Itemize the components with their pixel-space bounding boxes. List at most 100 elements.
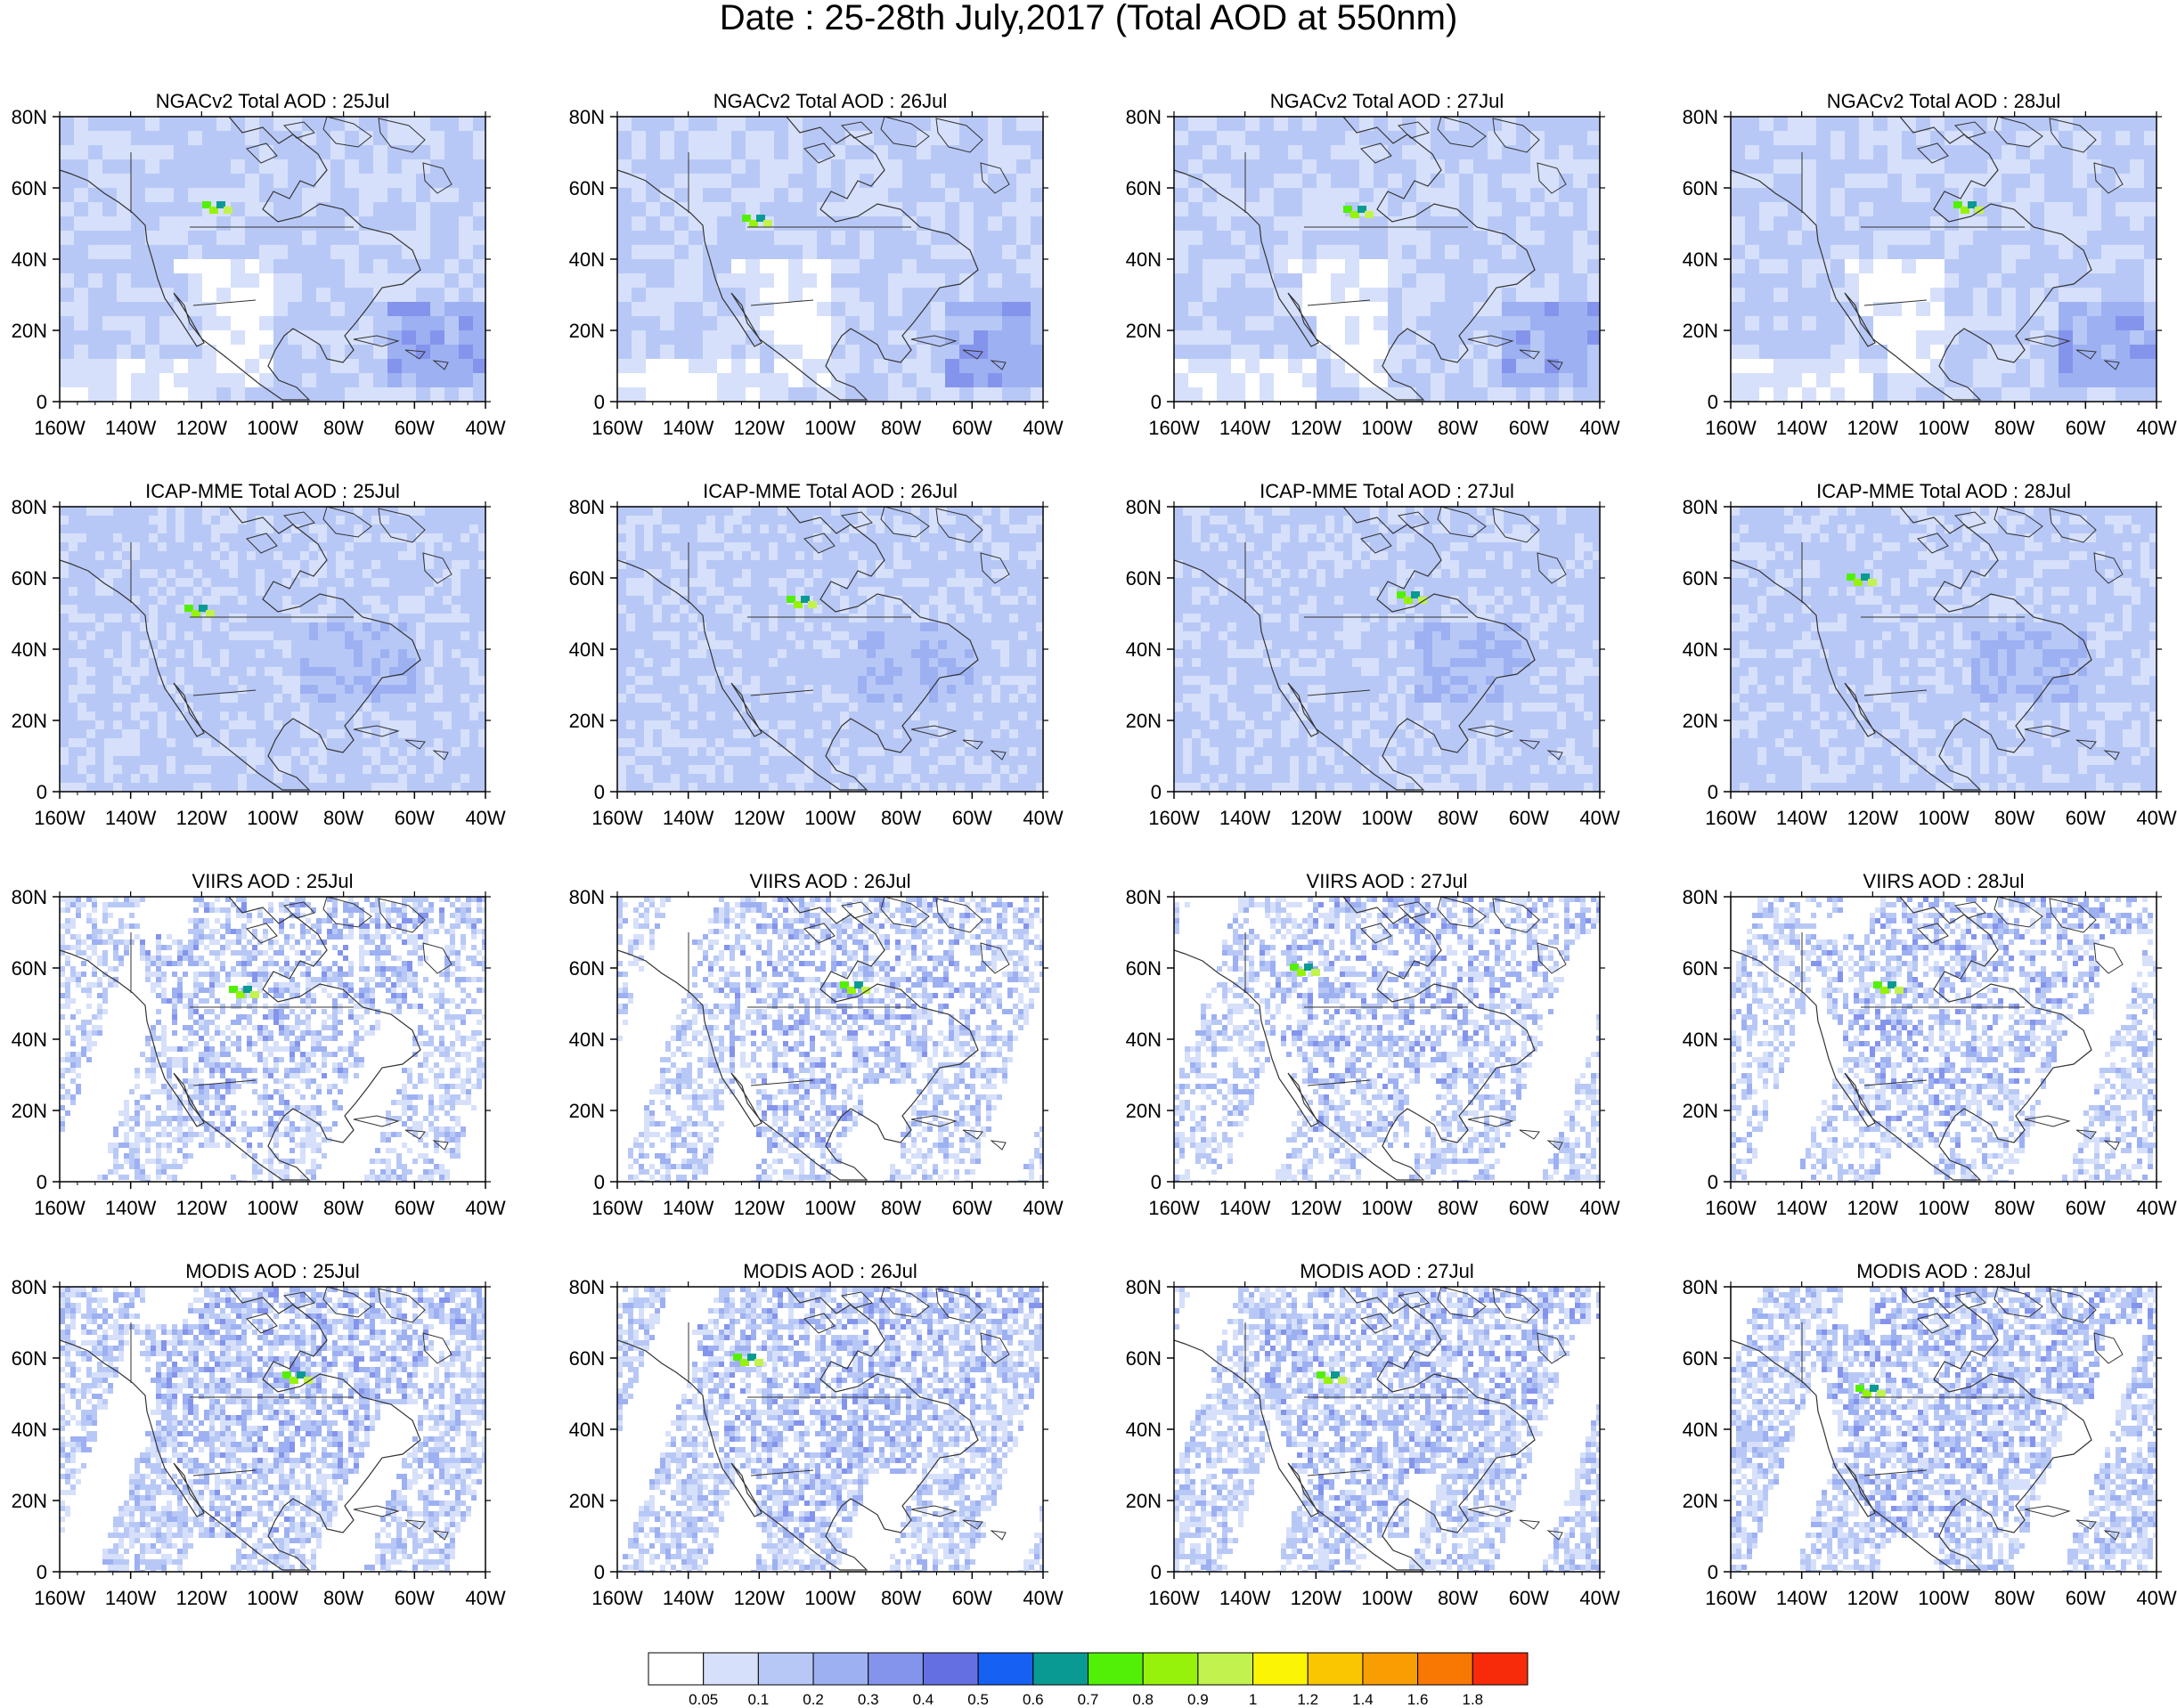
aod-cell — [840, 587, 849, 596]
aod-cell — [69, 551, 77, 560]
aod-cell — [858, 551, 867, 560]
aod-cell — [1945, 174, 1959, 188]
aod-cell — [149, 712, 158, 720]
aod-cell — [184, 596, 193, 605]
aod-cell — [291, 622, 300, 631]
aod-cell — [247, 720, 256, 729]
aod-cell — [1009, 533, 1018, 542]
panel-title: ICAP-MME Total AOD : 25Jul — [145, 480, 400, 502]
aod-cell — [931, 245, 945, 259]
aod-cell — [1203, 174, 1217, 188]
aod-cell — [2144, 174, 2157, 188]
aod-cell — [626, 614, 635, 622]
aod-cell — [302, 273, 316, 288]
aod-cell — [1345, 231, 1359, 245]
aod-cell — [902, 587, 911, 596]
aod-cell — [626, 587, 635, 596]
coastline — [2093, 162, 2124, 194]
aod-cell — [398, 560, 407, 569]
aod-cell — [787, 631, 795, 640]
aod-cell — [300, 667, 309, 676]
aod-cell — [140, 712, 149, 720]
aod-cell — [302, 131, 316, 145]
aod-cell — [113, 507, 122, 516]
aod-cell — [416, 703, 425, 712]
aod-cell — [1987, 216, 2002, 231]
aod-cell — [671, 516, 680, 525]
aod-cell — [425, 640, 434, 649]
aod-cell — [398, 676, 407, 685]
aod-cell — [983, 569, 991, 578]
aod-cell — [1331, 273, 1345, 288]
aod-cell — [416, 614, 425, 622]
aod-cell — [1473, 387, 1488, 402]
aod-cell — [1845, 188, 1859, 202]
aod-cell — [140, 631, 149, 640]
aod-cell — [149, 756, 158, 765]
aod-cell — [184, 587, 193, 596]
aod-cell — [1731, 288, 1745, 302]
aod-cell — [318, 614, 327, 622]
aod-cell — [1317, 117, 1331, 131]
aod-cell — [653, 587, 662, 596]
aod-cell — [387, 302, 402, 316]
aod-cell — [803, 387, 817, 402]
aod-cell — [1759, 159, 1773, 174]
aod-cell — [1018, 507, 1027, 516]
aod-cell — [1773, 373, 1788, 387]
aod-cell — [167, 622, 175, 631]
aod-cell — [1502, 188, 1516, 202]
aod-cell — [256, 694, 265, 703]
aod-cell — [2144, 231, 2157, 245]
aod-cell — [95, 605, 104, 614]
aod-cell — [398, 569, 407, 578]
aod-cell — [822, 622, 831, 631]
aod-cell — [371, 765, 380, 774]
aod-cell — [345, 658, 354, 667]
aod-cell — [778, 614, 787, 622]
aod-cell — [113, 694, 122, 703]
aod-cell — [104, 596, 113, 605]
coastline — [2049, 118, 2097, 153]
aod-cell — [1973, 188, 1987, 202]
aod-cell — [425, 533, 434, 542]
aod-cell — [731, 245, 746, 259]
aod-cell — [813, 542, 822, 551]
aod-cell — [371, 729, 380, 738]
aod-cell — [69, 703, 77, 712]
aod-cell — [60, 316, 74, 330]
aod-cell — [1873, 131, 1888, 145]
aod-cell — [893, 516, 902, 525]
aod-cell — [2130, 345, 2144, 359]
aod-cell — [77, 774, 86, 783]
aod-cell — [1231, 259, 1245, 273]
aod-cell — [706, 525, 715, 533]
aod-cell — [983, 525, 991, 533]
aod-cell — [416, 516, 425, 525]
aod-cell — [917, 202, 931, 216]
aod-cell — [434, 783, 443, 792]
aod-cell — [1731, 159, 1745, 174]
aod-cell — [309, 747, 318, 756]
aod-cell — [1445, 188, 1459, 202]
aod-cell — [876, 587, 885, 596]
aod-cell — [617, 658, 626, 667]
aod-cell — [876, 516, 885, 525]
aod-cell — [345, 747, 354, 756]
aod-cell — [149, 676, 158, 685]
aod-cell — [1036, 560, 1043, 569]
aod-cell — [845, 131, 860, 145]
aod-cell — [929, 614, 938, 622]
aod-cell — [774, 245, 788, 259]
aod-cell — [282, 712, 291, 720]
aod-cell — [706, 542, 715, 551]
aod-cell — [443, 720, 452, 729]
aod-cell — [265, 578, 273, 587]
aod-cell — [1745, 174, 1759, 188]
aod-cell — [159, 345, 174, 359]
aod-cell — [1488, 131, 1502, 145]
aod-cell — [902, 533, 911, 542]
aod-cell — [288, 316, 302, 330]
aod-cell — [117, 302, 131, 316]
aod-cell — [760, 202, 774, 216]
